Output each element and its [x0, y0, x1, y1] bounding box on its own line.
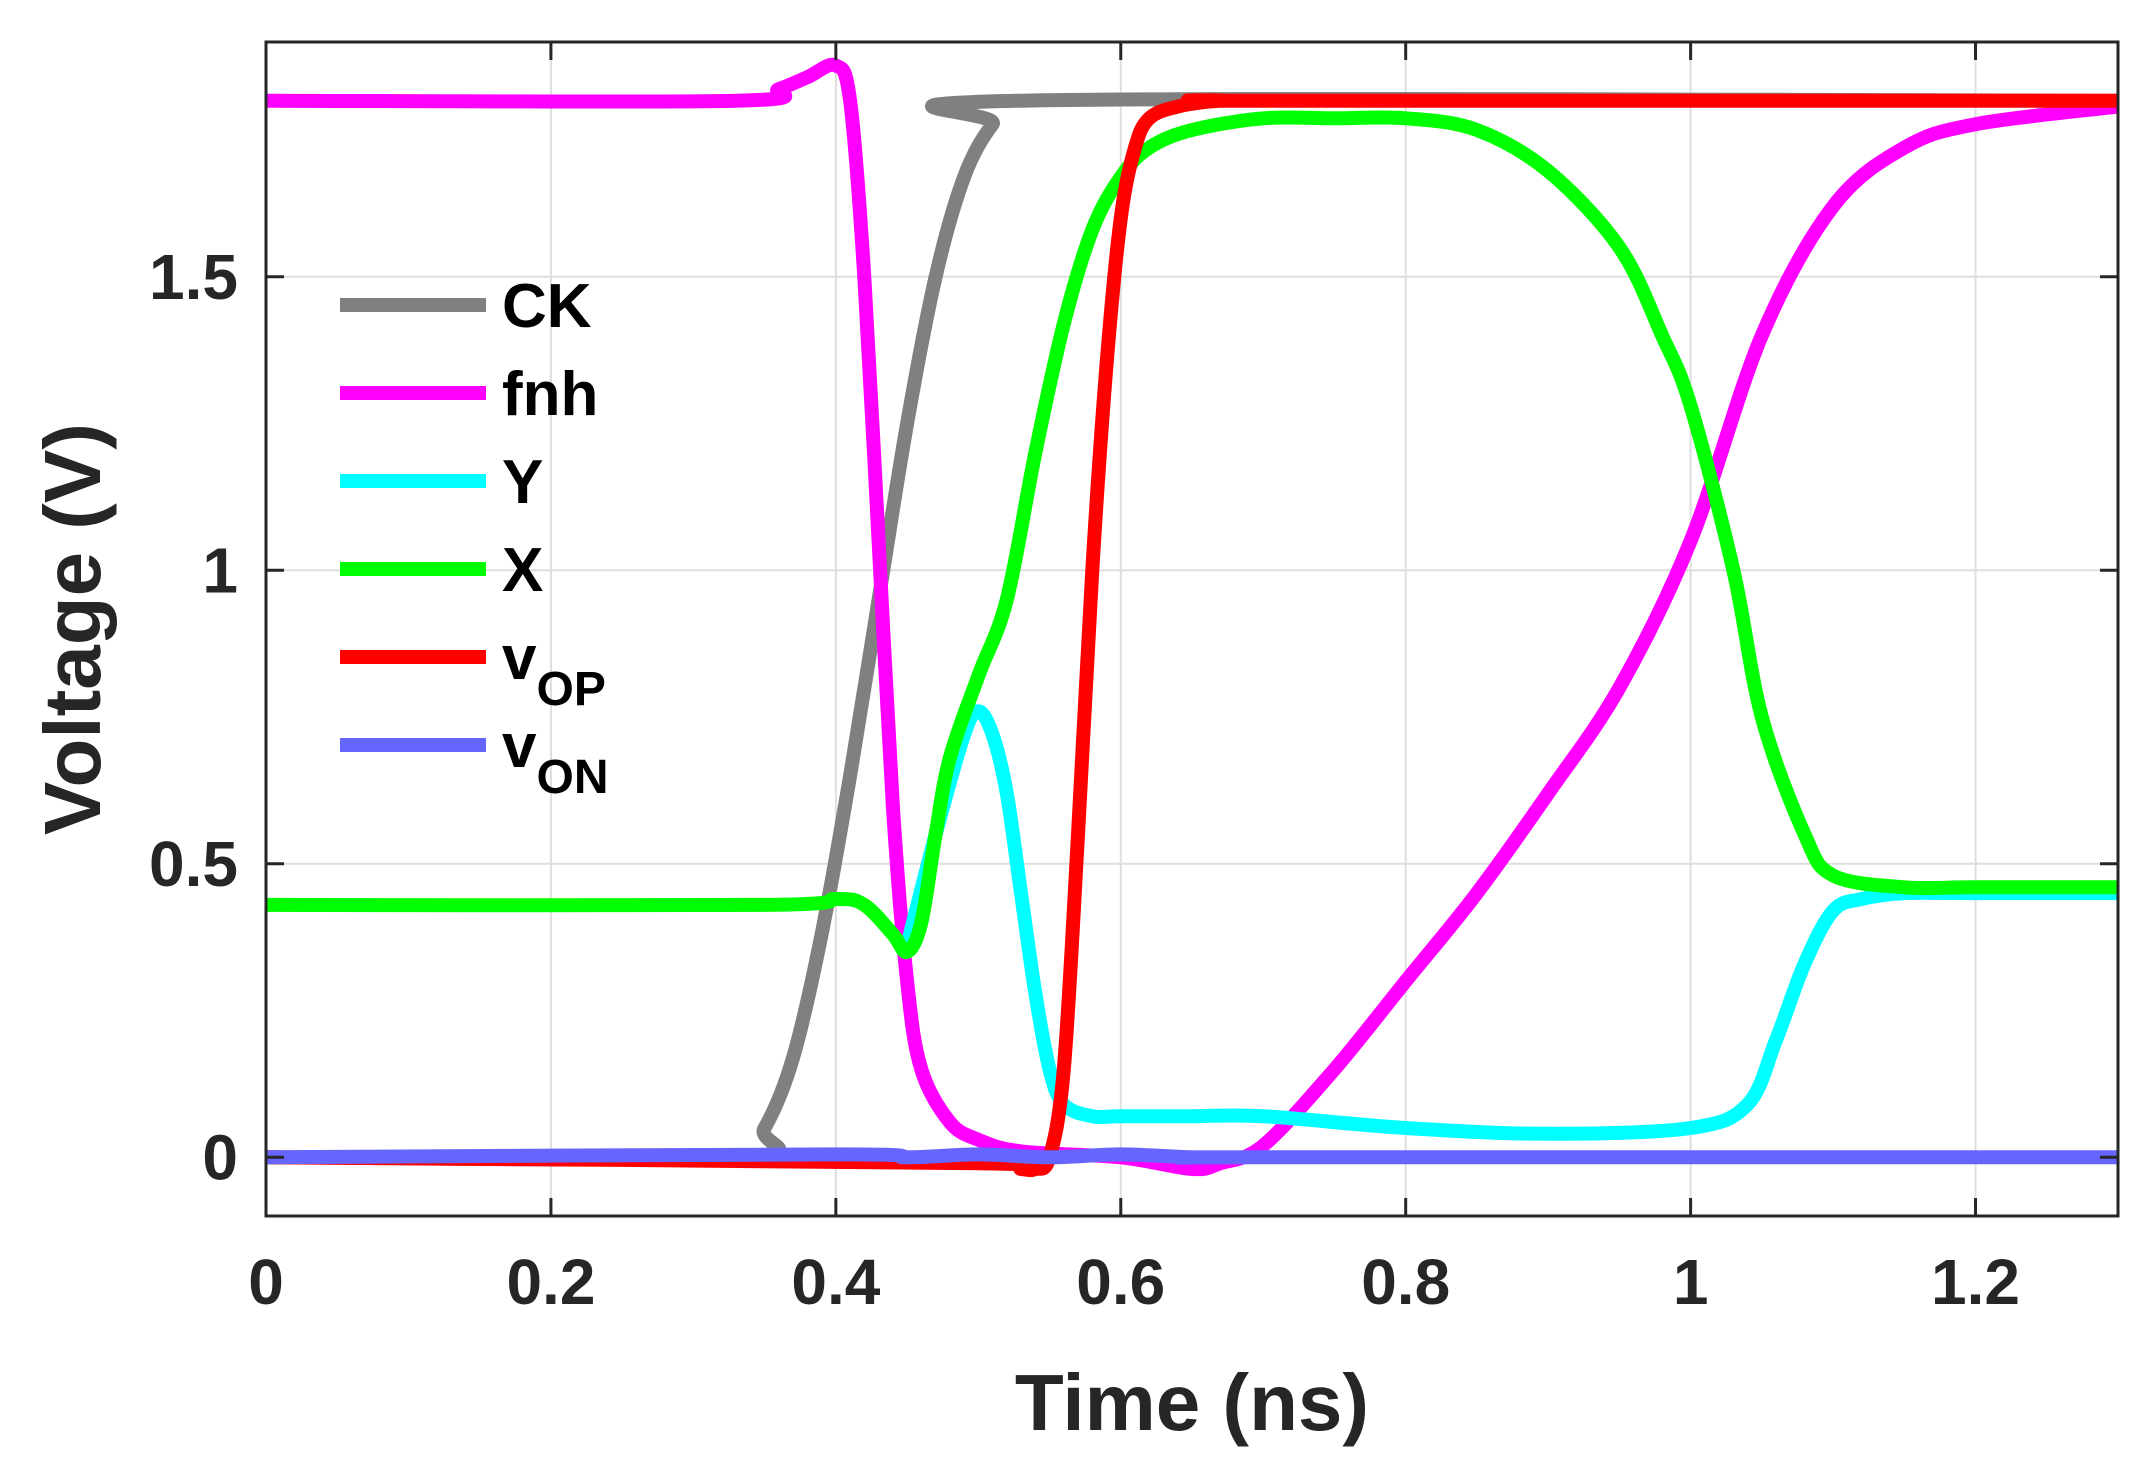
y-tick-label: 0	[202, 1121, 238, 1193]
x-tick-label: 0.2	[506, 1246, 595, 1318]
series-line-vOP	[266, 93, 2118, 1178]
y-tick-label: 0.5	[149, 828, 238, 900]
series-line-CK	[266, 91, 2118, 1167]
legend-label-fnh: fnh	[502, 360, 598, 429]
x-tick-label: 1	[1673, 1246, 1709, 1318]
legend-subscript: ON	[536, 751, 608, 804]
plot-frame	[264, 40, 2120, 1218]
y-tick-label: 1.5	[149, 241, 238, 313]
x-tick-label: 0.4	[791, 1246, 880, 1318]
x-tick-label: 0	[248, 1246, 284, 1318]
x-tick-labels: 0 0.2 0.4 0.6 0.8 1 1.2	[248, 1246, 2020, 1318]
y-tick-label: 1	[202, 534, 238, 606]
legend-label-CK: CK	[502, 272, 592, 341]
series-line-X	[266, 110, 2118, 959]
tick-marks	[264, 42, 2118, 1216]
legend-label-X: X	[502, 536, 543, 605]
y-tick-labels: 0 0.5 1 1.5	[149, 241, 238, 1194]
series-layer	[266, 57, 2118, 1178]
x-axis-label: Time (ns)	[1015, 1358, 1369, 1447]
grid	[265, 42, 2118, 1216]
series-line-Y	[900, 704, 2118, 1141]
series-line-vON	[266, 1147, 2118, 1165]
x-tick-label: 1.2	[1931, 1246, 2020, 1318]
y-axis-label: Voltage (V)	[28, 423, 117, 835]
legend-label-Y: Y	[502, 448, 543, 517]
x-tick-label: 0.8	[1361, 1246, 1450, 1318]
x-tick-label: 0.6	[1076, 1246, 1165, 1318]
legend-subscript: OP	[536, 663, 605, 716]
plot-background	[266, 42, 2118, 1216]
